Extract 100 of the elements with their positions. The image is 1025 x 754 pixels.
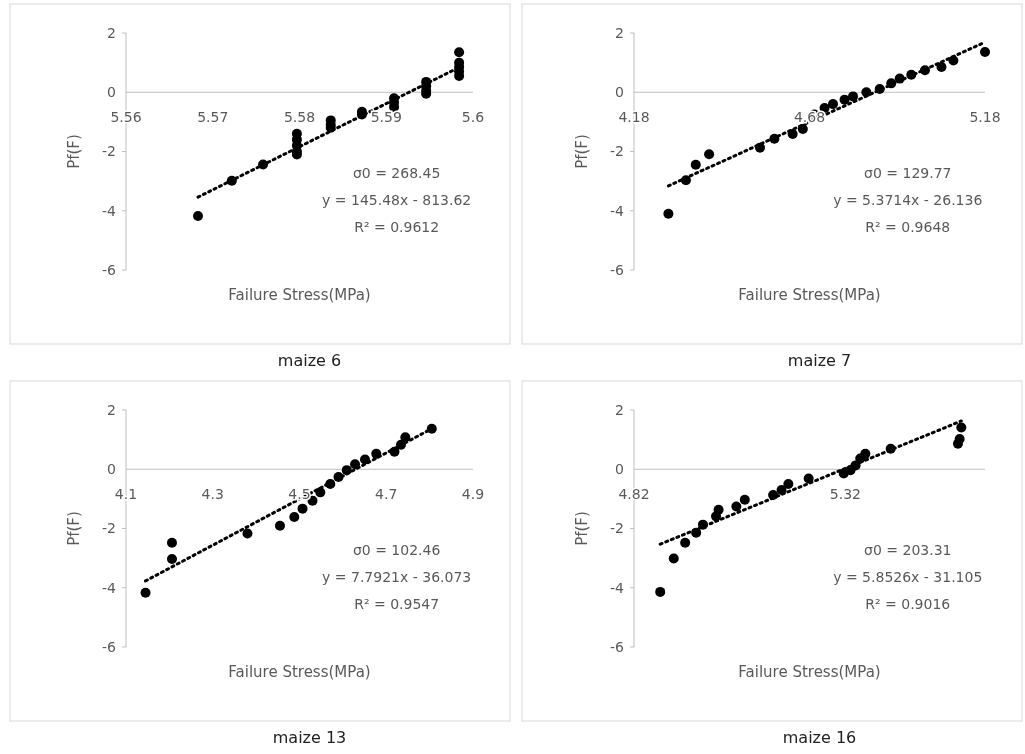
- y-tick-label: 2: [107, 24, 116, 41]
- point: [258, 159, 269, 170]
- y-tick-label: -6: [610, 261, 625, 278]
- y-tick-label: 2: [615, 401, 624, 418]
- text: maize 6: [277, 351, 342, 370]
- y-tick-label: 0: [107, 461, 116, 478]
- point: [315, 487, 326, 498]
- point: [803, 473, 814, 484]
- x-tick-label: 5.59: [370, 109, 402, 126]
- point: [166, 537, 177, 548]
- y-axis-title: Pf(F): [573, 134, 592, 169]
- annotation: R² = 0.9016: [865, 596, 951, 613]
- x-tick-label: 5.57: [197, 109, 229, 126]
- point: [426, 423, 437, 434]
- point: [274, 520, 285, 531]
- x-axis-title: Failure Stress(MPa): [228, 663, 371, 681]
- point: [797, 123, 808, 134]
- point: [400, 432, 411, 443]
- x-axis-title: Failure Stress(MPa): [738, 286, 881, 304]
- point: [906, 69, 917, 80]
- annotation: y = 5.8526x - 31.105: [833, 568, 983, 585]
- y-tick-label: 0: [615, 84, 624, 101]
- point: [697, 519, 708, 530]
- point: [193, 211, 203, 222]
- point: [776, 484, 787, 495]
- point: [704, 149, 715, 160]
- annotation: R² = 0.9612: [354, 219, 440, 236]
- x-tick-label: 5.18: [969, 109, 1001, 126]
- annotation: y = 7.7921x - 36.073: [322, 568, 472, 585]
- point: [768, 490, 779, 501]
- point: [242, 528, 253, 539]
- annotation: σ0 = 129.77: [864, 164, 952, 181]
- annotation: σ0 = 102.46: [352, 541, 441, 558]
- point: [980, 46, 990, 57]
- point: [691, 527, 702, 538]
- point: [787, 129, 798, 140]
- point: [828, 99, 839, 110]
- point: [936, 62, 947, 73]
- point: [861, 87, 872, 98]
- x-tick-label: 5.58: [283, 109, 316, 126]
- text: maize 16: [782, 728, 857, 747]
- point: [663, 208, 674, 219]
- x-axis-title: Failure Stress(MPa): [228, 286, 371, 304]
- y-tick-label: -4: [102, 202, 117, 219]
- point: [371, 448, 382, 459]
- y-tick-label: -6: [102, 638, 117, 655]
- point: [956, 422, 967, 433]
- point: [839, 94, 850, 105]
- annotation: R² = 0.9648: [865, 219, 951, 236]
- y-tick-label: -2: [610, 143, 624, 160]
- y-axis-title: Pf(F): [65, 134, 84, 169]
- annotation: σ0 = 268.45: [352, 164, 441, 181]
- y-tick-label: -4: [610, 202, 625, 219]
- point: [731, 501, 742, 512]
- point: [874, 83, 885, 94]
- point: [860, 448, 871, 459]
- x-tick-label: 4.5: [288, 486, 311, 503]
- point: [297, 503, 308, 514]
- x-tick-label: 4.82: [618, 486, 650, 503]
- point: [755, 142, 766, 153]
- point: [769, 133, 780, 144]
- point: [713, 504, 724, 515]
- y-tick-label: -4: [610, 579, 625, 596]
- x-tick-label: 5.6: [461, 109, 485, 126]
- y-tick-label: -6: [102, 261, 117, 278]
- y-tick-label: -2: [610, 520, 624, 537]
- point: [894, 73, 905, 84]
- x-tick-label: 5.32: [829, 486, 862, 503]
- point: [690, 159, 701, 170]
- point: [350, 459, 361, 470]
- x-tick-label: 4.18: [618, 109, 650, 126]
- point: [680, 175, 691, 186]
- point: [325, 479, 336, 490]
- x-tick-label: 4.9: [461, 486, 485, 503]
- annotation: y = 5.3714x - 26.136: [833, 191, 983, 208]
- point: [389, 446, 400, 457]
- point: [289, 511, 300, 522]
- y-tick-label: -6: [610, 638, 625, 655]
- y-tick-label: 2: [107, 401, 116, 418]
- y-tick-label: 0: [107, 84, 116, 101]
- y-tick-label: 0: [615, 461, 624, 478]
- annotation: y = 145.48x - 813.62: [322, 191, 472, 208]
- point: [166, 554, 177, 565]
- point: [341, 465, 352, 476]
- point: [948, 55, 959, 66]
- point: [226, 175, 237, 186]
- point: [919, 65, 930, 76]
- x-tick-label: 4.3: [201, 486, 224, 503]
- y-tick-label: -4: [102, 579, 117, 596]
- point: [783, 479, 794, 490]
- point: [886, 78, 897, 89]
- point: [668, 553, 679, 564]
- text: maize 7: [787, 351, 852, 370]
- point: [140, 587, 151, 598]
- point: [333, 471, 344, 482]
- point: [680, 537, 691, 548]
- point: [885, 443, 896, 454]
- y-tick-label: -2: [102, 520, 116, 537]
- point: [655, 586, 666, 597]
- x-tick-label: 4.7: [375, 486, 398, 503]
